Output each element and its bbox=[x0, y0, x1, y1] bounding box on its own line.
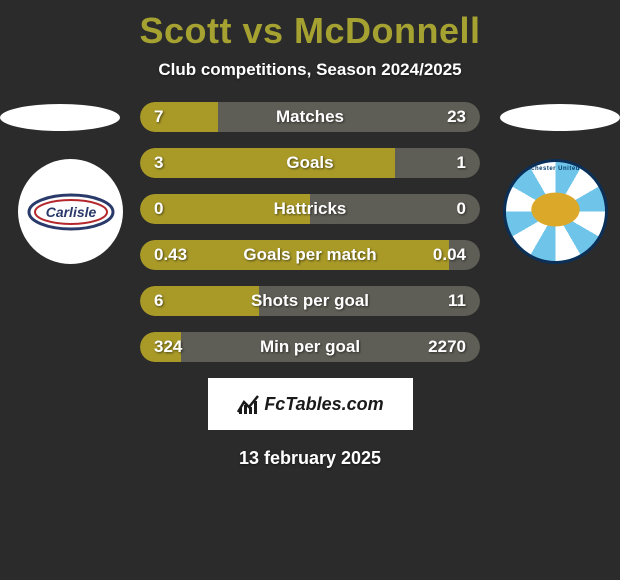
stat-bar-right bbox=[310, 194, 480, 224]
stat-row: Goals per match0.430.04 bbox=[140, 240, 480, 270]
stat-bar-left bbox=[140, 240, 449, 270]
stat-bar-right bbox=[181, 332, 480, 362]
stat-row: Shots per goal611 bbox=[140, 286, 480, 316]
fctables-logo-icon bbox=[236, 392, 260, 416]
stat-bar-left bbox=[140, 332, 181, 362]
stat-bar-right bbox=[218, 102, 480, 132]
stat-bar-right bbox=[395, 148, 480, 178]
comparison-area: Carlisle Colchester United FC Matches723… bbox=[0, 102, 620, 362]
club-crest-right: Colchester United FC bbox=[503, 159, 608, 264]
brand-box[interactable]: FcTables.com bbox=[208, 378, 413, 430]
stat-bar-left bbox=[140, 148, 395, 178]
date-label: 13 february 2025 bbox=[0, 448, 620, 469]
player-avatar-left bbox=[0, 104, 120, 131]
subtitle: Club competitions, Season 2024/2025 bbox=[0, 60, 620, 80]
stat-row: Min per goal3242270 bbox=[140, 332, 480, 362]
stat-bar-right bbox=[259, 286, 480, 316]
stat-bar-left bbox=[140, 286, 259, 316]
carlisle-logo-icon: Carlisle bbox=[27, 190, 115, 234]
stat-bar-right bbox=[449, 240, 480, 270]
stat-bar-left bbox=[140, 102, 218, 132]
brand-label: FcTables.com bbox=[264, 394, 383, 415]
club-crest-left: Carlisle bbox=[18, 159, 123, 264]
player-avatar-right bbox=[500, 104, 620, 131]
stat-row: Matches723 bbox=[140, 102, 480, 132]
stat-bar-left bbox=[140, 194, 310, 224]
stat-row: Hattricks00 bbox=[140, 194, 480, 224]
stat-row: Goals31 bbox=[140, 148, 480, 178]
carlisle-logo-text: Carlisle bbox=[45, 204, 96, 220]
page-title: Scott vs McDonnell bbox=[0, 0, 620, 52]
stat-bars: Matches723 Goals31 Hattricks00 Goals per ma… bbox=[140, 102, 480, 362]
colchester-crest-text: Colchester United FC bbox=[506, 166, 605, 172]
